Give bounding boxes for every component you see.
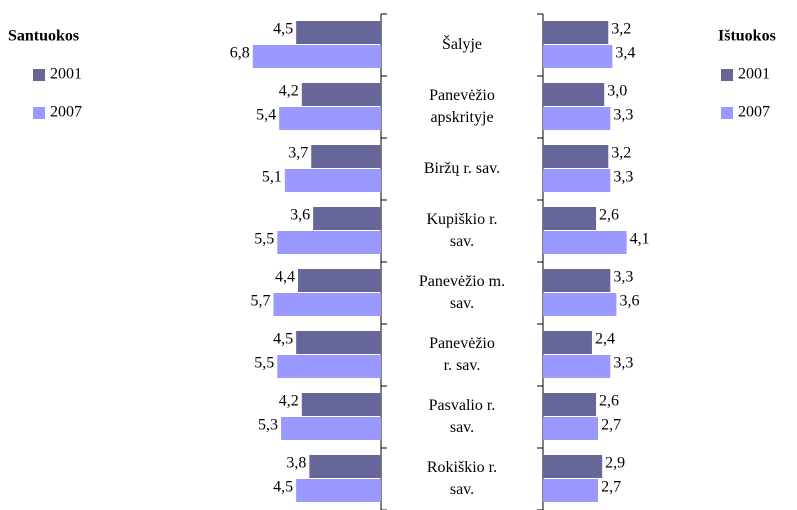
bar <box>296 331 381 354</box>
bar <box>284 169 381 192</box>
bar <box>301 83 381 106</box>
bar <box>543 145 609 168</box>
data-label: 3,2 <box>611 145 631 162</box>
bar <box>543 107 611 130</box>
data-label: 4,1 <box>630 231 650 248</box>
bar <box>273 293 381 316</box>
data-label: 6,8 <box>230 45 250 62</box>
data-label: 3,8 <box>286 455 306 472</box>
category-label: Šalyje <box>442 36 482 53</box>
bar <box>313 207 381 230</box>
legend-label: 2001 <box>738 66 770 83</box>
bar <box>543 393 597 416</box>
data-label: 4,5 <box>273 21 293 38</box>
category-label: Pasvalio r. sav. <box>428 397 496 436</box>
bar <box>543 207 597 230</box>
bar <box>311 145 381 168</box>
data-label: 2,9 <box>605 455 625 472</box>
bar <box>543 355 611 378</box>
data-label: 3,6 <box>290 207 310 224</box>
data-label: 2,6 <box>599 393 619 410</box>
bar <box>277 355 381 378</box>
data-label: 3,3 <box>613 107 633 124</box>
legend-label: 2007 <box>50 104 82 121</box>
legend-swatch <box>33 107 45 119</box>
bar <box>252 45 381 68</box>
category-label: Panevėžio r. sav. <box>429 335 495 374</box>
bar <box>296 21 381 44</box>
data-label: 5,7 <box>251 293 271 310</box>
legend-title: Ištuokos <box>718 28 776 45</box>
data-label: 3,4 <box>615 45 635 62</box>
bar <box>543 293 617 316</box>
data-label: 5,5 <box>254 355 274 372</box>
data-label: 3,3 <box>613 269 633 286</box>
data-label: 3,3 <box>613 169 633 186</box>
bar <box>309 455 381 478</box>
bar <box>296 479 381 502</box>
data-label: 2,4 <box>595 331 615 348</box>
category-label: Biržų r. sav. <box>423 160 501 177</box>
category-label: Kupiškio r. sav. <box>426 211 498 250</box>
bar <box>279 107 381 130</box>
data-label: 4,5 <box>273 331 293 348</box>
bar <box>543 169 611 192</box>
data-label: 4,5 <box>273 479 293 496</box>
data-label: 3,3 <box>613 355 633 372</box>
bar <box>298 269 381 292</box>
data-label: 5,1 <box>262 169 282 186</box>
legend-label: 2001 <box>50 66 82 83</box>
bar <box>543 231 627 254</box>
bar <box>543 331 592 354</box>
data-label: 3,6 <box>619 293 639 310</box>
data-label: 2,6 <box>599 207 619 224</box>
data-label: 5,5 <box>254 231 274 248</box>
category-label: Rokiškio r. sav. <box>426 459 498 498</box>
category-label: Panevėžio apskrityje <box>429 87 495 126</box>
data-label: 3,7 <box>288 145 308 162</box>
legend-swatch <box>721 107 733 119</box>
bar <box>543 21 609 44</box>
bar <box>543 269 611 292</box>
legend-title: Santuokos <box>8 28 79 45</box>
data-label: 4,4 <box>275 269 295 286</box>
bar <box>543 45 613 68</box>
data-label: 3,2 <box>611 21 631 38</box>
legend-swatch <box>721 69 733 81</box>
bar <box>543 479 599 502</box>
data-label: 5,4 <box>256 107 276 124</box>
bar <box>281 417 381 440</box>
data-label: 3,0 <box>607 83 627 100</box>
bar <box>277 231 381 254</box>
legend-swatch <box>33 69 45 81</box>
legend-label: 2007 <box>738 104 770 121</box>
bar <box>543 417 599 440</box>
bar <box>543 83 605 106</box>
bar <box>543 455 603 478</box>
category-label: Panevėžio m. sav. <box>418 273 506 312</box>
bar <box>301 393 381 416</box>
data-label: 4,2 <box>279 83 299 100</box>
data-label: 2,7 <box>601 479 621 496</box>
data-label: 4,2 <box>279 393 299 410</box>
data-label: 5,3 <box>258 417 278 434</box>
data-label: 2,7 <box>601 417 621 434</box>
